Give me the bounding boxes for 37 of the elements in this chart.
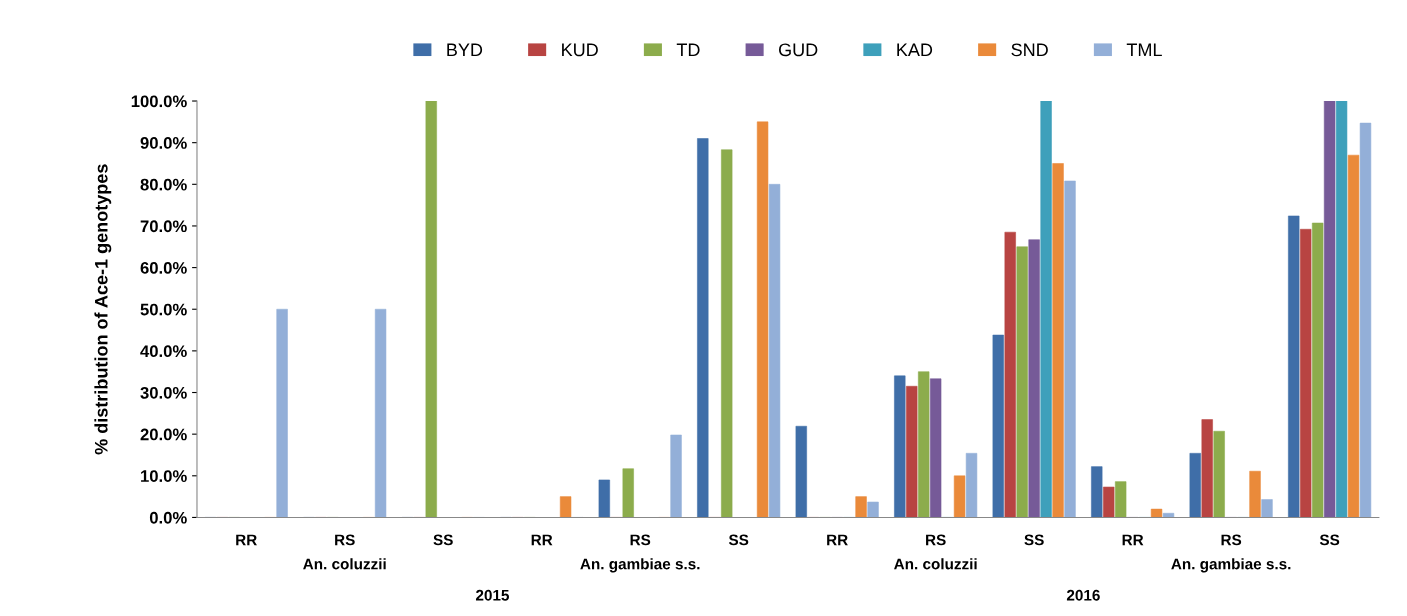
legend-label: GUD (779, 43, 818, 57)
y-tick-label: 20.0% (140, 428, 187, 441)
legend-label: SND (1011, 43, 1048, 57)
x-tick-label: SS (1024, 534, 1044, 546)
y-tick-label: 70.0% (140, 220, 187, 233)
legend-label: TML (1126, 43, 1162, 57)
legend-label: KUD (562, 43, 598, 57)
x-tick-label: RS (335, 534, 355, 546)
y-axis-title: % distribution of Ace-1 genotypes (94, 164, 112, 455)
y-tick-label: 0.0% (149, 511, 187, 524)
y-tick-label: 50.0% (140, 303, 187, 316)
legend-label: KAD (897, 43, 933, 57)
x-tick-label: SS (728, 534, 749, 546)
text: An. gambiae s.s. (1171, 558, 1291, 573)
x-tick-label: RR (531, 534, 553, 546)
x-tick-label: RR (1122, 534, 1144, 546)
y-tick-label: 30.0% (140, 386, 187, 399)
text: An. gambiae s.s. (580, 558, 700, 573)
x-tick-label: RR (236, 534, 257, 546)
y-tick-label: 90.0% (140, 137, 187, 149)
legend-label: TD (676, 43, 700, 57)
y-tick-label: 60.0% (140, 261, 187, 274)
y-tick-label: 40.0% (140, 345, 187, 358)
legend-label: BYD (447, 43, 483, 57)
x-tick-label: SS (1319, 534, 1340, 546)
text: An. coluzzii (894, 558, 977, 570)
text: 2016 (1066, 589, 1100, 601)
x-tick-label: RR (827, 534, 848, 546)
x-tick-label: RS (630, 534, 651, 546)
text: An. coluzzii (303, 558, 386, 570)
x-tick-label: RS (926, 534, 946, 546)
x-tick-label: RS (1221, 534, 1242, 546)
y-tick-label: 80.0% (140, 178, 187, 191)
x-tick-label: SS (433, 534, 453, 546)
text: 2015 (475, 589, 510, 601)
y-tick-label: 100.0% (131, 95, 187, 108)
y-tick-label: 10.0% (141, 470, 187, 482)
